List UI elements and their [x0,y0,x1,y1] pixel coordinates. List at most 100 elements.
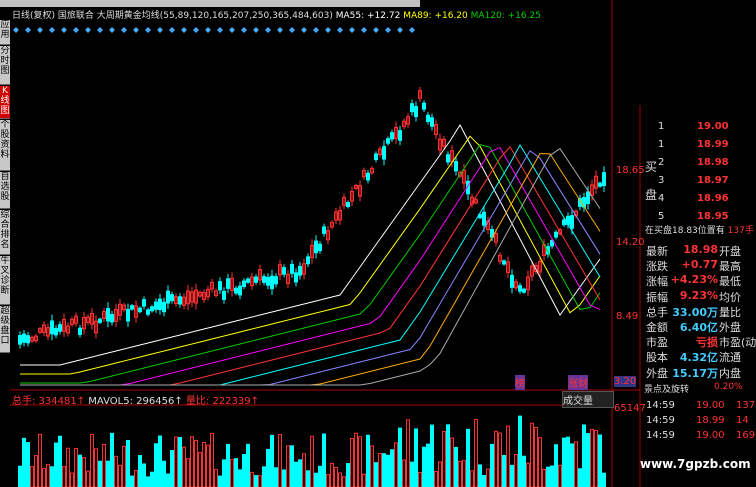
volume-bar [454,446,458,487]
volume-bar [558,464,562,487]
sidebar-tab[interactable]: 超级盘口 [0,306,10,353]
book-price: 18.98 [697,157,729,168]
volume-bar [190,436,194,487]
candle-body [218,281,222,291]
candle-body [346,201,350,207]
volume-bar [198,452,202,487]
candle-body [206,288,210,298]
quote-label: 外盘 [719,321,741,334]
volume-bar [318,465,322,487]
volume-bar [406,419,410,487]
volume-bar [594,429,598,487]
quote-label: 市盈 [646,336,668,350]
volume-bar [34,455,38,487]
candle-body [58,324,62,332]
candle-body [82,316,86,330]
volume-bar [182,446,186,487]
volume-bar [226,443,230,487]
sidebar-tab[interactable]: 自选股 [0,172,10,209]
sidebar-tab[interactable]: 分时图 [0,46,10,85]
stock-name: 国旅联合 [57,11,94,21]
volume-bar [502,455,506,487]
sidebar-tab[interactable]: 应用 [0,20,10,45]
trade-qty: 14 [736,415,749,426]
volume-bar [126,439,130,487]
moving-average [20,144,601,384]
moving-average [20,145,601,386]
volume-bar [218,475,222,487]
candle-body [402,120,406,128]
volume-bar [446,424,450,487]
sidebar-tab[interactable]: 牛叉诊断 [0,256,10,305]
volume-bar [470,470,474,487]
marker: 榜 [515,375,525,390]
sidebar-tab[interactable]: 个股资料 [0,120,10,171]
quote-label: 内盘 [719,366,741,380]
volume-bar [386,454,390,487]
signal-icon [193,27,199,33]
candle-body [294,272,298,283]
menu-bar [0,0,420,7]
signal-icon [229,27,235,33]
candle-body [170,294,174,302]
moving-average [20,123,601,366]
candle-body [266,276,270,286]
volume-bar [534,426,538,487]
candle-body [246,278,250,283]
candle-body [110,313,114,323]
volume-bar [290,445,294,487]
volume-bar [338,472,342,487]
sidebar-tab[interactable]: K线图 [0,86,10,119]
candle-body [146,309,150,315]
quote-label: 量比 [719,305,741,319]
signal-icon [337,27,343,33]
candle-body [54,328,58,336]
volume-tab[interactable]: 成交量 [562,391,614,408]
volume-bar [262,466,266,487]
candle-body [214,290,218,296]
volume-bar [342,476,346,487]
volume-bar [410,461,414,487]
candle-body [602,172,606,186]
volume-bar [110,432,114,487]
trade-qty: 137 [736,400,756,411]
volume-bar [254,475,258,487]
candle-body [462,169,466,184]
signal-icon [37,27,43,33]
candle-body [594,175,598,189]
sidebar-tab[interactable]: 综合排名 [0,210,10,255]
candle-body [366,172,370,181]
volume-bar [422,446,426,487]
volume-bar [54,442,58,487]
signal-icon [121,27,127,33]
quote-label: 总手 [646,305,668,319]
volume-bar [530,422,534,487]
moving-average [20,135,601,375]
candle-body [394,126,398,140]
volume-bar [486,468,490,487]
candle-body [230,277,234,291]
quote-value: 33.00万 [672,305,718,319]
candle-body [330,221,334,228]
volume-bar [90,433,94,487]
volume-bar [598,434,602,487]
signal-icon [13,27,19,33]
volume-bar [42,468,46,487]
volume-bar [50,466,54,487]
volume-bar [602,472,606,487]
volume-bar [258,475,262,487]
candle-body [354,184,358,189]
candle-body [98,318,102,323]
volume-bar [306,470,310,487]
volume-bar [186,458,190,487]
candle-body [386,138,390,144]
candle-body [322,226,326,234]
signal-icon [73,27,79,33]
volume-bar [374,462,378,487]
volume-bar [46,464,50,487]
signal-icon [145,27,151,33]
volume-bar [370,445,374,487]
book-level: 4 [658,193,665,204]
candle-body [106,307,110,322]
